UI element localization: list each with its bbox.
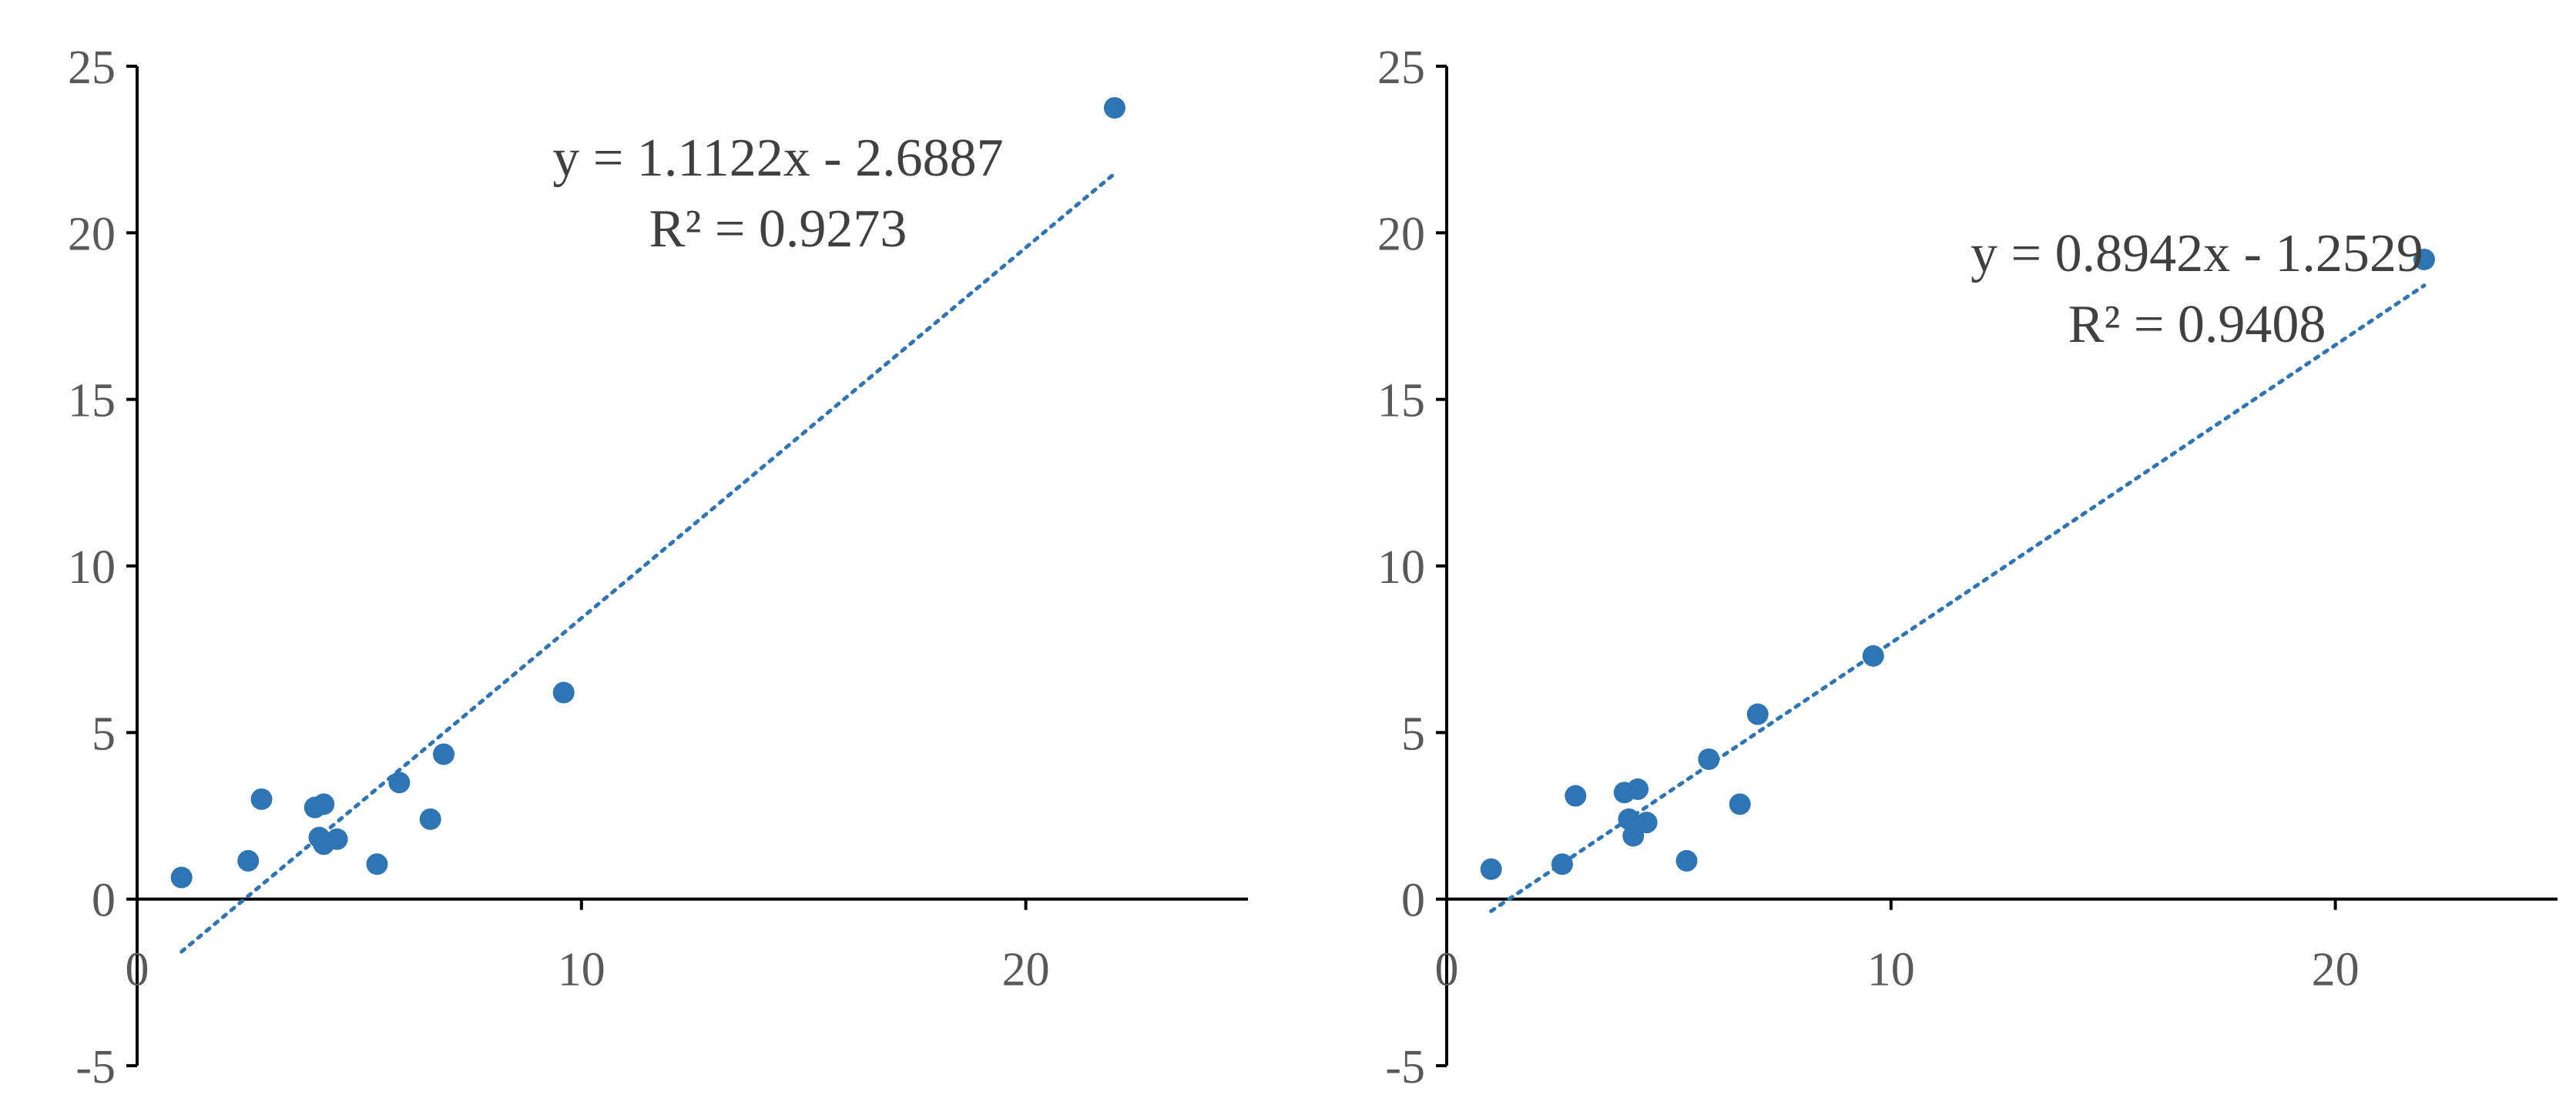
data-point: [419, 808, 441, 830]
y-tick-label: 5: [1401, 708, 1425, 760]
data-point: [1551, 853, 1573, 876]
data-point: [1746, 703, 1769, 725]
y-tick-label: 0: [1401, 875, 1425, 927]
data-point: [313, 793, 335, 815]
y-tick-label: 15: [1377, 375, 1425, 427]
data-point: [366, 853, 388, 876]
y-tick-label: 20: [68, 208, 116, 260]
data-point: [1729, 793, 1751, 815]
trendline-equation-label: y = 1.1122x - 2.6887: [552, 129, 1003, 188]
y-tick-label: 0: [92, 875, 116, 927]
data-point: [326, 828, 348, 850]
x-tick-label: 10: [558, 944, 605, 996]
data-point: [2413, 248, 2435, 270]
data-point: [170, 866, 193, 889]
data-point: [250, 788, 273, 810]
y-tick-label: 10: [68, 541, 116, 594]
r-squared-label: R² = 0.9408: [2068, 295, 2326, 354]
y-tick-label: 20: [1377, 208, 1425, 260]
linear-trendline: [179, 171, 1117, 954]
y-tick-label: 25: [1377, 42, 1425, 94]
y-tick-label: -5: [1385, 1041, 1425, 1093]
data-point: [1618, 808, 1640, 830]
x-tick-label: 0: [126, 944, 149, 996]
y-tick-label: 25: [68, 42, 116, 94]
data-point: [1675, 849, 1698, 872]
data-point: [1103, 97, 1125, 119]
x-tick-label: 0: [1435, 944, 1459, 996]
data-point: [1622, 825, 1645, 847]
data-point: [1862, 645, 1884, 667]
data-point: [1698, 748, 1720, 770]
data-point: [432, 743, 454, 765]
data-point: [552, 681, 575, 704]
y-tick-label: 5: [92, 708, 116, 760]
y-tick-label: -5: [75, 1041, 116, 1093]
data-point: [1627, 778, 1649, 800]
y-tick-label: 10: [1377, 541, 1425, 594]
data-point: [1480, 858, 1502, 880]
data-point: [1565, 785, 1587, 807]
linear-trendline: [1489, 283, 2427, 913]
y-tick-label: 15: [68, 375, 116, 427]
data-point: [237, 849, 260, 872]
data-point: [388, 772, 411, 794]
r-squared-label: R² = 0.9273: [649, 199, 907, 259]
x-tick-label: 20: [1002, 944, 1050, 996]
data-point: [1635, 812, 1658, 834]
x-tick-label: 10: [1867, 944, 1915, 996]
trendline-equation-label: y = 0.8942x - 1.2529: [1971, 224, 2423, 283]
x-tick-label: 20: [2312, 944, 2360, 996]
